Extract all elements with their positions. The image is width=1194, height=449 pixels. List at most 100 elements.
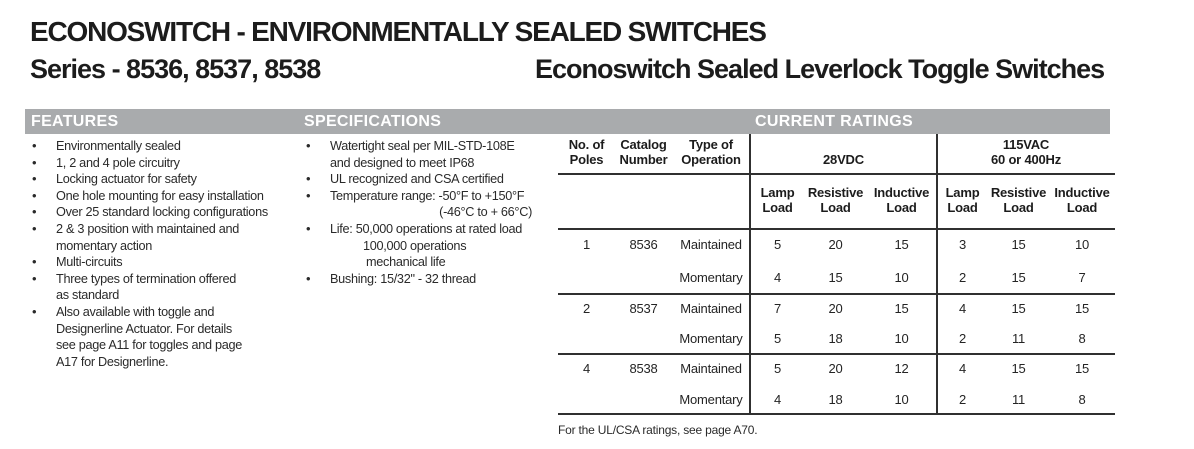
spec-item-temperature: Temperature range: -50°F to +150°F (-46°… <box>304 188 556 221</box>
cell-vdc-inductive: 15 <box>894 300 909 316</box>
cell-catalog: 8536 <box>629 237 658 252</box>
cell-operation: Maintained <box>680 300 742 316</box>
cell-poles <box>558 384 615 415</box>
col-header-resistive-vac: Resistive Load <box>990 185 1047 215</box>
table-footnote: For the UL/CSA ratings, see page A70. <box>558 423 758 437</box>
spec-item-watertight: Watertight seal per MIL-STD-108E and des… <box>304 138 556 171</box>
cell-catalog: 8537 <box>629 300 658 316</box>
feature-item: Environmentally sealed <box>30 138 302 155</box>
feature-item: Multi-circuits <box>30 254 302 271</box>
cell-vdc-resistive: 20 <box>828 361 843 376</box>
cell-vdc-resistive: 18 <box>828 330 843 346</box>
feature-item: 2 & 3 position with maintained and momen… <box>30 221 302 254</box>
cell-vdc-lamp: 5 <box>773 361 782 376</box>
cell-vdc-inductive: 10 <box>894 330 909 346</box>
cell-vdc-resistive: 20 <box>828 237 843 252</box>
cell-vdc-inductive: 15 <box>894 237 909 252</box>
feature-item: Also available with toggle and Designerl… <box>30 304 302 370</box>
cell-operation: Momentary <box>679 269 743 285</box>
cell-vac-lamp: 2 <box>958 330 967 346</box>
cell-vac-resistive: 15 <box>1011 237 1026 252</box>
cell-vac-inductive: 10 <box>1074 237 1090 252</box>
cell-vdc-inductive: 10 <box>894 269 909 285</box>
cell-vac-resistive: 15 <box>1011 361 1026 376</box>
cell-poles <box>558 323 615 353</box>
cell-vac-lamp: 2 <box>958 392 967 407</box>
feature-text: Three types of termination offered as st… <box>56 271 236 303</box>
cell-vac-inductive: 8 <box>1078 392 1086 407</box>
cell-poles: 4 <box>582 361 591 376</box>
table-vertical-rule <box>749 134 751 415</box>
page-title: ECONOSWITCH - ENVIRONMENTALLY SEALED SWI… <box>30 16 767 47</box>
feature-text: 2 & 3 position with maintained and momen… <box>56 221 240 253</box>
feature-item: Over 25 standard locking configurations <box>30 204 302 221</box>
cell-vdc-lamp: 4 <box>773 269 782 285</box>
current-ratings-table: No. of Poles Catalog Number Type of Oper… <box>558 134 1115 415</box>
feature-text: Locking actuator for safety <box>56 172 197 187</box>
table-horizontal-rule <box>558 173 1115 175</box>
col-header-lamp-vdc: Lamp Load <box>760 185 795 215</box>
col-header-operation: Type of Operation <box>681 137 741 167</box>
spec-text: Watertight seal per MIL-STD-108E and des… <box>330 139 515 170</box>
feature-text: Also available with toggle and Designerl… <box>56 304 242 369</box>
spec-life-line2: 100,000 operations <box>363 238 467 253</box>
spec-life-line1: Life: 50,000 operations at rated load <box>330 221 523 236</box>
spec-text: Bushing: 15/32" - 32 thread <box>330 271 476 286</box>
spec-temp-line2: (-46°C to + 66°C) <box>439 205 532 220</box>
cell-vac-inductive: 15 <box>1074 300 1090 316</box>
col-header-inductive-vdc: Inductive Load <box>873 185 930 215</box>
table-horizontal-rule <box>558 293 1115 295</box>
cell-vdc-lamp: 7 <box>773 300 782 316</box>
table-horizontal-rule <box>558 413 1115 415</box>
col-header-inductive-vac: Inductive Load <box>1054 185 1110 215</box>
header-spacer <box>558 173 750 228</box>
col-header-poles: No. of Poles <box>568 137 605 167</box>
section-header-bar: FEATURES SPECIFICATIONS CURRENT RATINGS <box>25 109 1110 134</box>
feature-text: Multi-circuits <box>56 255 123 270</box>
cell-operation: Maintained <box>680 237 742 252</box>
specifications-header: SPECIFICATIONS <box>304 112 442 130</box>
cell-vac-inductive: 8 <box>1078 330 1086 346</box>
cell-catalog: 8538 <box>629 361 658 376</box>
cell-operation: Momentary <box>679 330 743 346</box>
table-horizontal-rule <box>558 353 1115 355</box>
features-list: Environmentally sealed 1, 2 and 4 pole c… <box>30 138 302 370</box>
cell-vac-inductive: 15 <box>1074 361 1090 376</box>
feature-text: One hole mounting for easy installation <box>56 188 264 203</box>
cell-vac-resistive: 11 <box>1011 330 1026 346</box>
series-title: Series - 8536, 8537, 8538 <box>30 54 321 84</box>
feature-item: Locking actuator for safety <box>30 171 302 188</box>
cell-vac-inductive: 7 <box>1078 269 1086 285</box>
spec-item-life: Life: 50,000 operations at rated load 10… <box>304 221 556 271</box>
spec-temp-line1: Temperature range: -50°F to +150°F <box>330 188 525 203</box>
cell-vdc-resistive: 20 <box>828 300 843 316</box>
cell-operation: Momentary <box>679 392 743 407</box>
table-horizontal-rule <box>558 228 1115 230</box>
cell-vdc-resistive: 15 <box>828 269 843 285</box>
cell-vdc-inductive: 10 <box>894 392 909 407</box>
cell-vac-resistive: 15 <box>1011 269 1026 285</box>
feature-text: Over 25 standard locking configurations <box>56 205 268 220</box>
spec-life-line3: mechanical life <box>366 255 446 270</box>
cell-catalog <box>615 323 672 353</box>
specifications-list: Watertight seal per MIL-STD-108E and des… <box>304 138 556 287</box>
cell-vac-lamp: 4 <box>958 361 967 376</box>
cell-vdc-lamp: 4 <box>773 392 782 407</box>
feature-item: 1, 2 and 4 pole circuitry <box>30 155 302 172</box>
product-subtitle: Econoswitch Sealed Leverlock Toggle Swit… <box>535 54 1105 84</box>
current-ratings-header: CURRENT RATINGS <box>755 112 913 130</box>
feature-item: Three types of termination offered as st… <box>30 271 302 304</box>
cell-vac-lamp: 4 <box>958 300 967 316</box>
cell-poles: 1 <box>582 237 591 252</box>
col-header-catalog: Catalog Number <box>619 137 668 167</box>
feature-text: 1, 2 and 4 pole circuitry <box>56 155 180 170</box>
col-header-resistive-vdc: Resistive Load <box>807 185 864 215</box>
spec-text: UL recognized and CSA certified <box>330 172 504 187</box>
cell-vdc-lamp: 5 <box>773 237 782 252</box>
cell-poles <box>558 261 615 293</box>
col-group-28vdc: 28VDC <box>823 151 864 167</box>
cell-catalog <box>615 384 672 415</box>
cell-vdc-resistive: 18 <box>828 392 843 407</box>
cell-vac-lamp: 2 <box>958 269 967 285</box>
